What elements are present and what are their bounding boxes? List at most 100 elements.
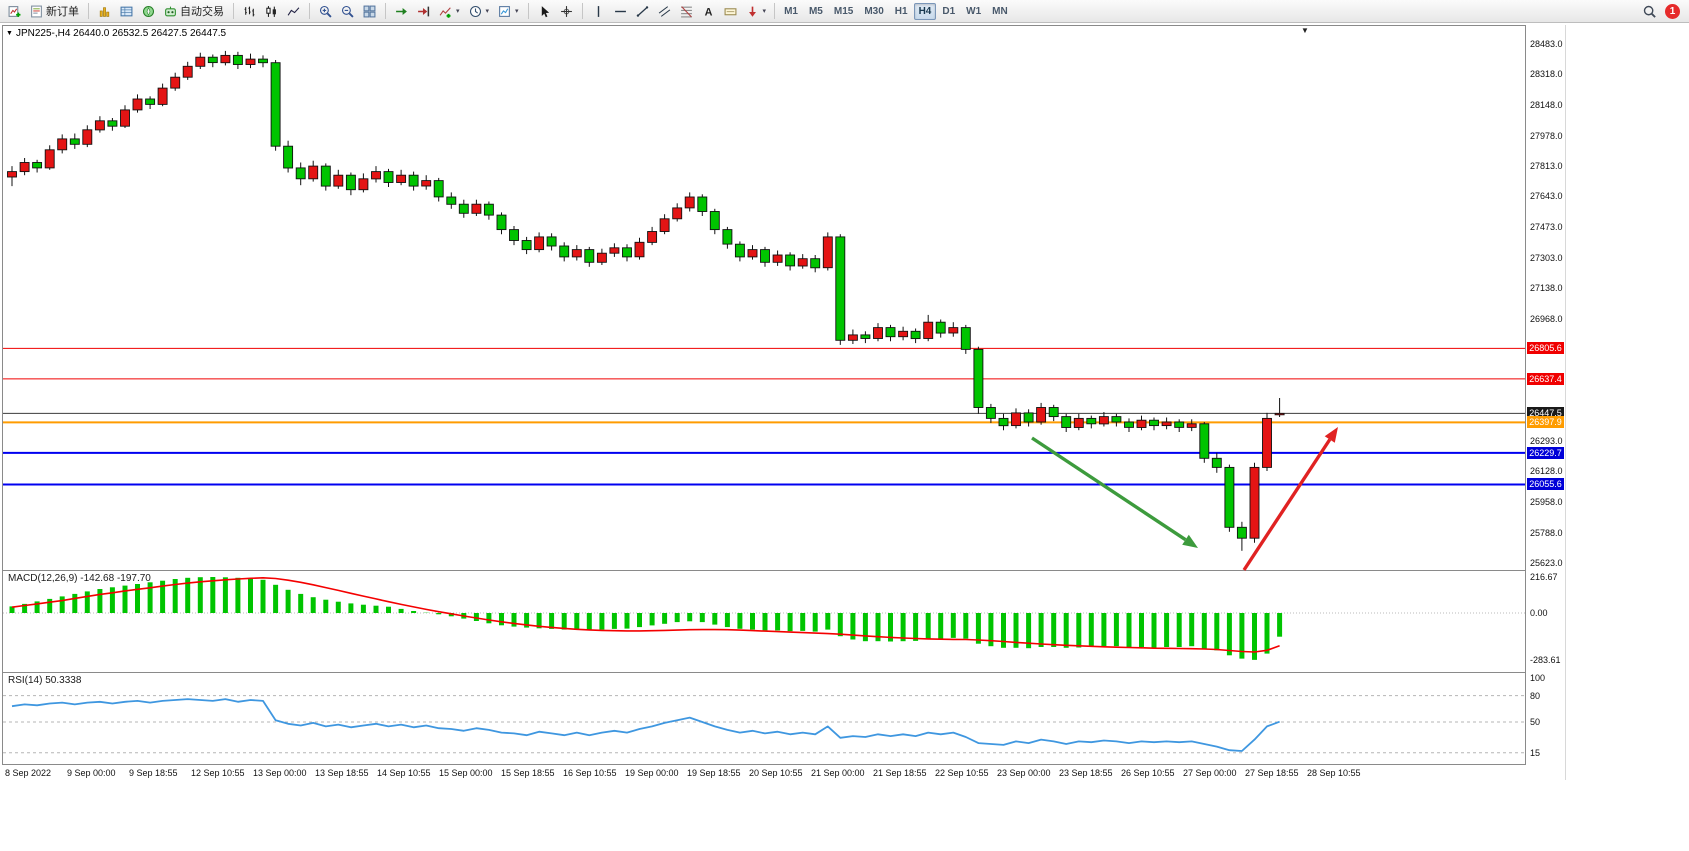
fibonacci-button[interactable] [676,1,697,21]
time-scale-label: 27 Sep 18:55 [1245,768,1299,778]
macd-panel[interactable] [2,570,1526,673]
line-icon [287,5,300,18]
zoom-in-button[interactable] [315,1,336,21]
zoom-out-button[interactable] [337,1,358,21]
rsi-scale-label: 80 [1530,691,1541,701]
time-scale-label: 19 Sep 00:00 [625,768,679,778]
cursor-button[interactable] [534,1,555,21]
line-chart-mode-button[interactable] [283,1,304,21]
new-chart-button[interactable] [4,1,25,21]
price-tag: 26397.9 [1527,416,1564,428]
timeframe-d1[interactable]: D1 [942,5,956,17]
clock-icon [469,5,482,18]
price-tag: 26805.6 [1527,342,1564,354]
price-scale-label: 27813.0 [1530,161,1563,171]
time-scale-label: 15 Sep 00:00 [439,768,493,778]
timeframe-m1[interactable]: M1 [784,5,798,17]
channel-icon [658,5,671,18]
timeframe-mn[interactable]: MN [992,5,1008,17]
macd-value-main: -142.68 [80,573,115,584]
algo-trading-button[interactable]: 自动交易 [160,1,228,21]
timeframe-m15[interactable]: M15 [833,5,854,17]
time-scale-label: 21 Sep 00:00 [811,768,865,778]
market-watch-button[interactable] [94,1,115,21]
price-scale-label: 27138.0 [1530,283,1563,293]
text-label-button[interactable] [720,1,741,21]
crosshair-button[interactable] [556,1,577,21]
time-scale-label: 9 Sep 18:55 [129,768,178,778]
time-scale-label: 16 Sep 10:55 [563,768,617,778]
periods-button[interactable]: ▾ [465,1,494,21]
price-scale-label: 26128.0 [1530,466,1563,476]
price-chart-panel[interactable] [2,25,1526,571]
time-scale-label: 27 Sep 00:00 [1183,768,1237,778]
arrows-tool-button[interactable]: ▾ [742,1,771,21]
time-scale-label: 13 Sep 00:00 [253,768,307,778]
timeframe-m5[interactable]: M5 [808,5,823,17]
search-icon [1643,5,1656,18]
price-tag: 26637.4 [1527,373,1564,385]
notification-badge[interactable]: 1 [1665,3,1680,19]
timeframe-w1[interactable]: W1 [966,5,982,17]
chart-shift-marker-icon[interactable]: ▼ [1301,26,1309,35]
price-scale-label: 27978.0 [1530,131,1563,141]
navigator-button[interactable] [138,1,159,21]
auto-scroll-button[interactable] [391,1,412,21]
candlestick-mode-button[interactable] [261,1,282,21]
macd-value-signal: -197.70 [116,573,151,584]
zoom-out-icon [341,5,354,18]
toolbar-separator [527,3,529,19]
chart-shift-icon [417,5,430,18]
label-icon [724,5,737,18]
time-scale-label: 19 Sep 18:55 [687,768,741,778]
timeframe-h1[interactable]: H1 [894,5,908,17]
price-scale-label: 27303.0 [1530,253,1563,263]
tile-windows-button[interactable] [359,1,380,21]
caret-down-icon: ▾ [762,8,767,15]
macd-scale-label: -283.61 [1530,655,1561,665]
toolbar-separator [774,3,776,19]
new-order-label: 新订单 [46,6,79,18]
chart-title: ▼ JPN225-,H4 26440.0 26532.5 26427.5 2644… [6,28,226,39]
macd-name: MACD(12,26,9) [8,573,78,584]
chart-shift-button[interactable] [413,1,434,21]
timeframe-toolbar: M1 M5 M15 M30 H1 H4 D1 W1 MN [779,2,1013,20]
trendline-icon [636,5,649,18]
time-scale-label: 14 Sep 10:55 [377,768,431,778]
trendline-button[interactable] [632,1,653,21]
vline-icon [592,5,605,18]
time-scale-label: 22 Sep 10:55 [935,768,989,778]
text-button[interactable]: A [698,1,719,21]
data-window-button[interactable] [116,1,137,21]
equidistant-channel-button[interactable] [654,1,675,21]
time-scale-label: 21 Sep 18:55 [873,768,927,778]
navigator-icon [142,5,155,18]
timeframe-m30[interactable]: M30 [864,5,884,17]
scale-border [1565,25,1566,780]
templates-button[interactable]: ▾ [494,1,523,21]
rsi-scale-label: 100 [1530,673,1546,683]
bar-chart-mode-button[interactable] [239,1,260,21]
horizontal-line-button[interactable] [610,1,631,21]
macd-scale-label: 216.67 [1530,572,1558,582]
toolbar-separator [581,3,583,19]
vertical-line-button[interactable] [588,1,609,21]
rsi-name: RSI(14) [8,675,43,686]
toolbar-separator [233,3,234,19]
toolbar-separator [88,3,89,19]
rsi-label: RSI(14) 50.3338 [8,675,81,686]
time-scale-label: 20 Sep 10:55 [749,768,803,778]
caret-down-icon: ▾ [456,8,460,15]
candles-icon [265,5,278,18]
time-scale-label: 23 Sep 00:00 [997,768,1051,778]
search-button[interactable] [1639,1,1660,21]
toolbar-buttons: 新订单 自动交易 ▾ ▾ ▾ A ▾ [4,1,770,21]
symbol-dropdown-icon[interactable]: ▼ [6,30,13,37]
toolbar-separator [385,3,386,19]
new-order-button[interactable]: 新订单 [26,1,83,21]
indicators-button[interactable]: ▾ [435,1,464,21]
rsi-panel[interactable] [2,672,1526,765]
timeframe-h4[interactable]: H4 [913,2,937,20]
data-window-icon [120,5,133,18]
